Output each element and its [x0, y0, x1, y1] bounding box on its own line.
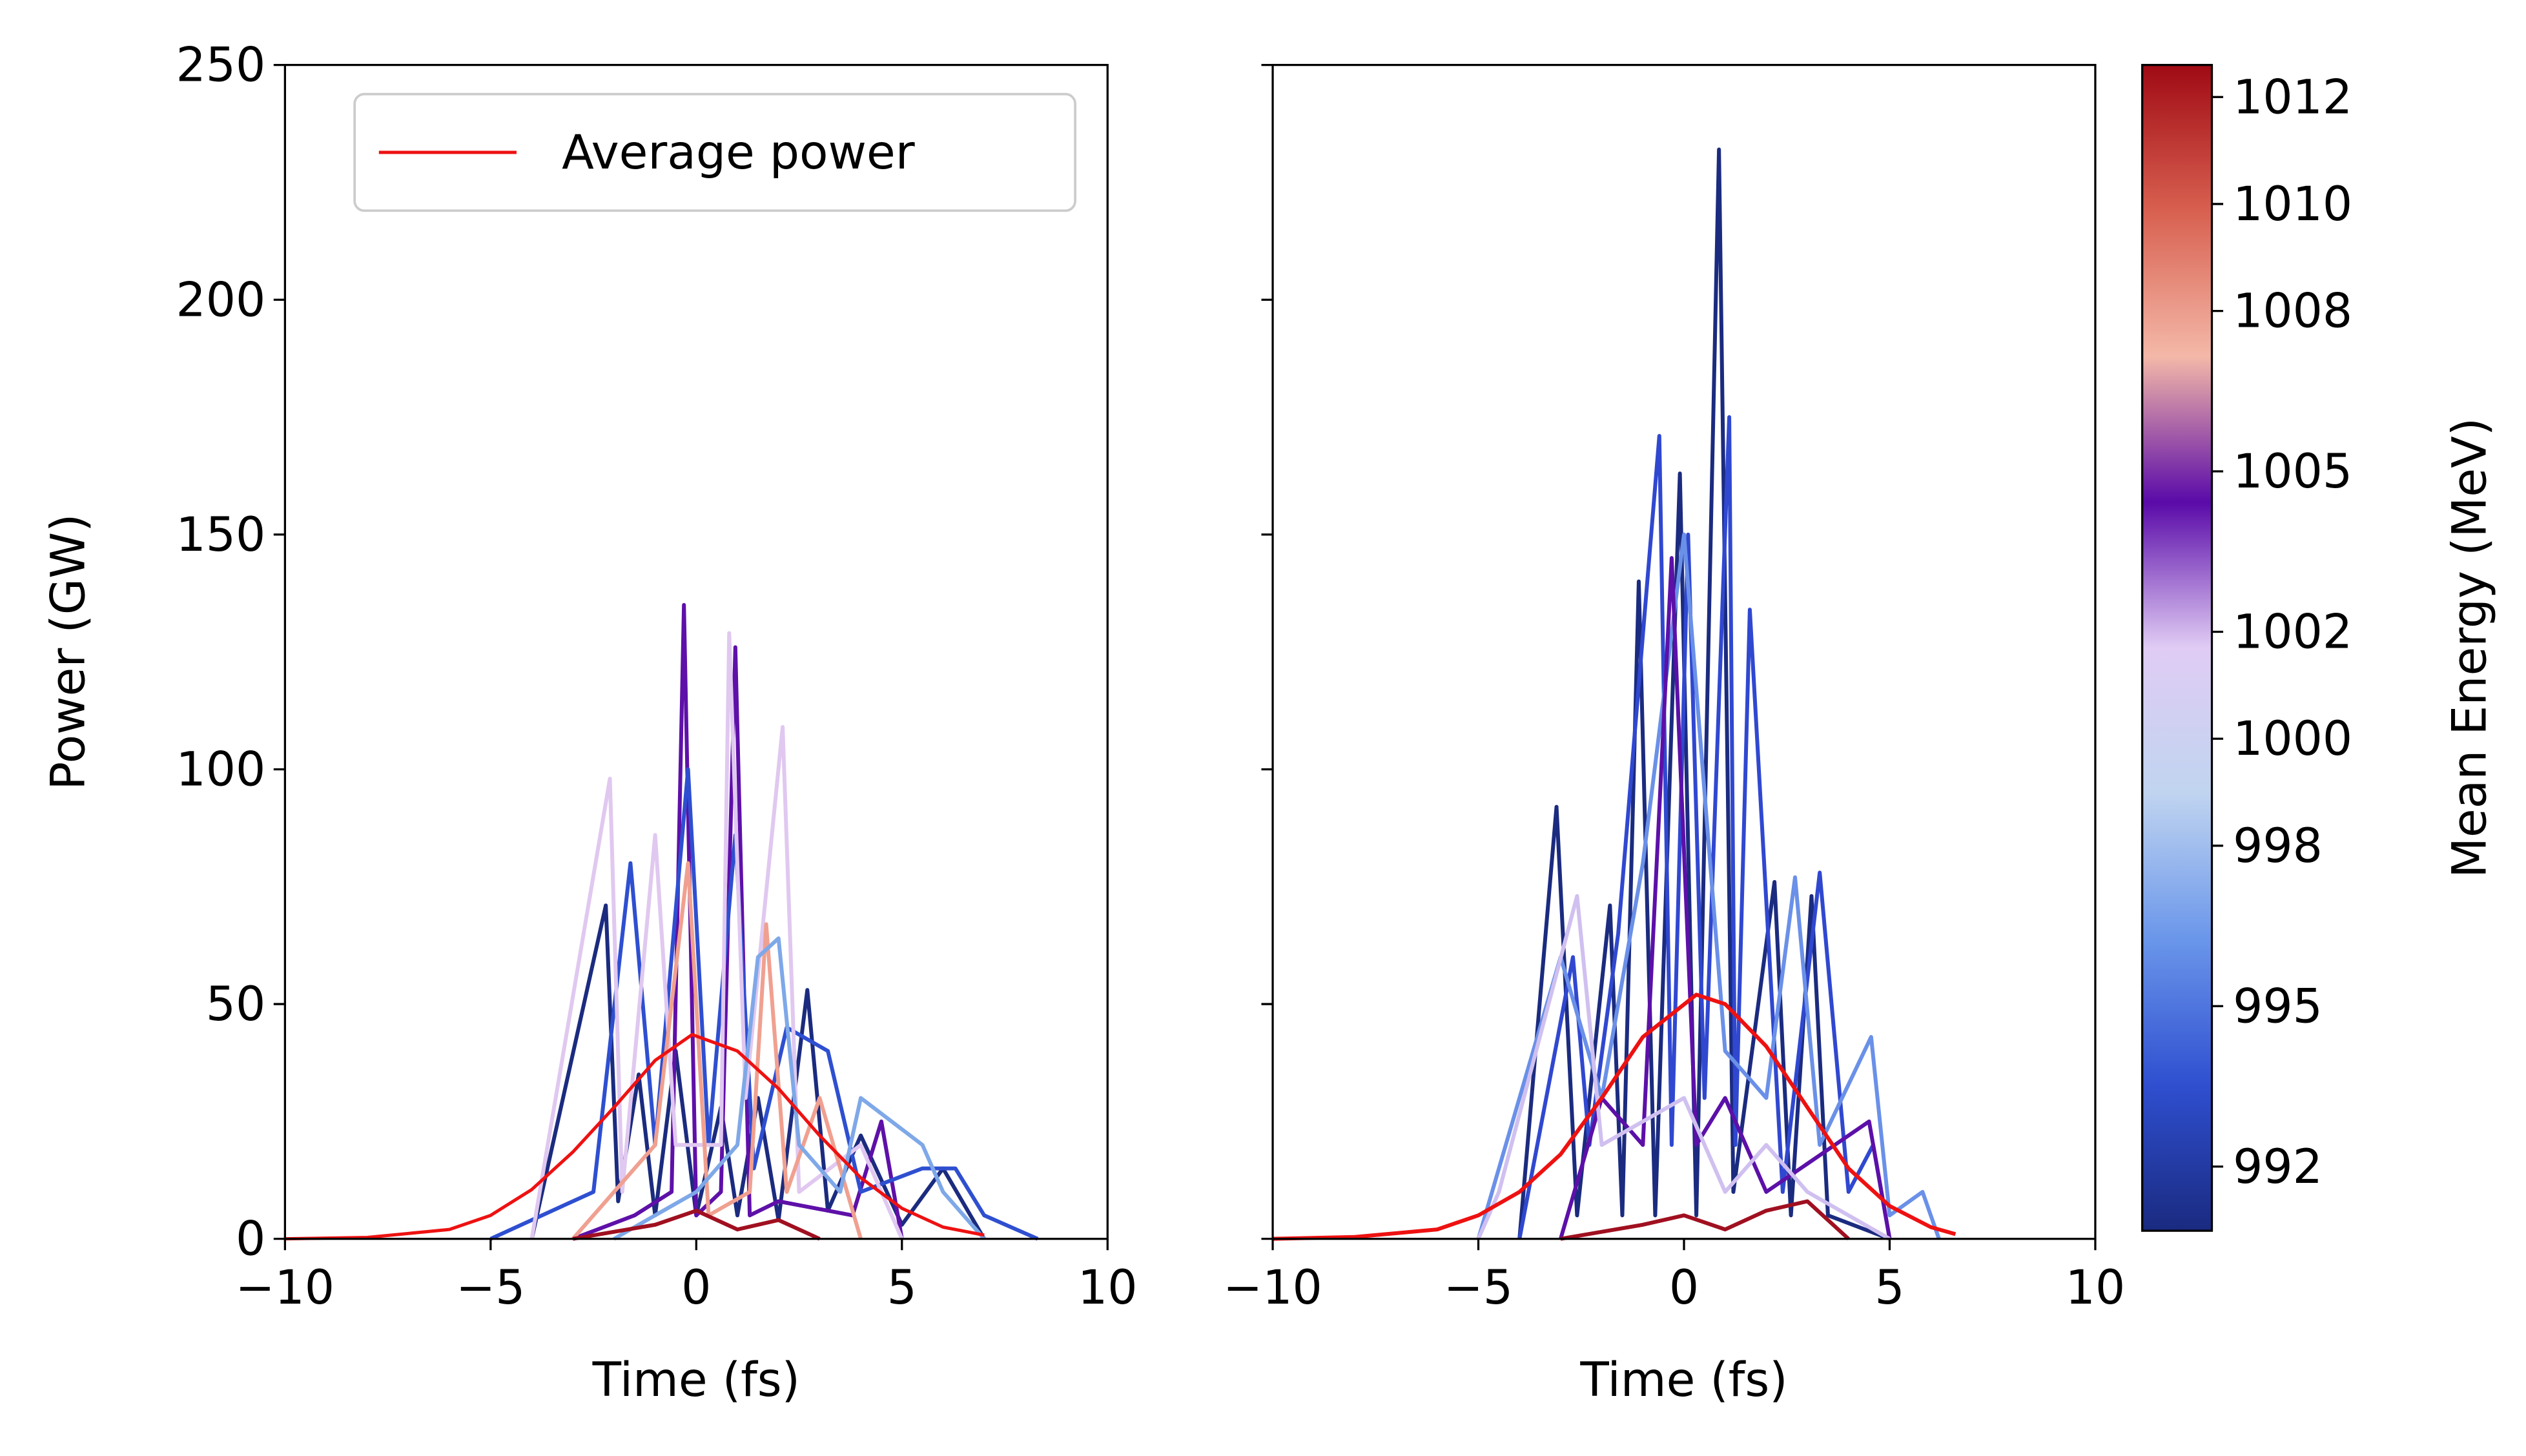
x-tick-label: 5 — [887, 1260, 917, 1315]
x-tick-label: −5 — [456, 1260, 525, 1315]
series-line — [529, 903, 986, 1240]
x-tick-label: 0 — [681, 1260, 711, 1315]
colorbar-tick-label: 992 — [2233, 1140, 2323, 1195]
y-tick-label: 50 — [206, 977, 266, 1032]
colorbar-label: Mean Energy (MeV) — [2442, 418, 2497, 878]
series-line — [1476, 894, 1891, 1241]
legend-frame — [353, 92, 1076, 212]
series-line — [1272, 992, 1956, 1241]
y-tick-label: 0 — [236, 1212, 265, 1267]
x-tick-label: 0 — [1669, 1260, 1699, 1315]
series-line — [1517, 415, 1892, 1240]
x-tick-label: 10 — [2066, 1260, 2126, 1315]
plot-frame — [283, 63, 1109, 1240]
legend: Average power — [353, 92, 1076, 212]
y-axis-label: Power (GW) — [41, 514, 96, 790]
x-axis-label: Time (fs) — [1579, 1353, 1787, 1408]
colorbar-tick-label: 998 — [2233, 819, 2323, 874]
colorbar-tick-label: 995 — [2233, 979, 2323, 1034]
colorbar-tick-label: 1002 — [2233, 605, 2352, 660]
series-line — [529, 631, 904, 1240]
colorbar-tick-label: 1010 — [2233, 177, 2352, 232]
y-tick-label: 250 — [176, 38, 265, 93]
colorbar-gradient — [2141, 63, 2213, 1232]
line-chart: −10 −5 0 5 10 Time (fs) — [1223, 63, 2126, 1408]
x-tick-label: −10 — [1223, 1260, 1322, 1315]
series-line — [572, 1209, 821, 1241]
series-line — [285, 1032, 985, 1241]
x-axis-label: Time (fs) — [592, 1353, 800, 1408]
y-tick-label: 150 — [176, 508, 265, 562]
colorbar: 992 995 998 1000 1002 1005 1008 1010 1012 Mean En… — [2141, 63, 2497, 1232]
x-tick-label: −10 — [236, 1260, 334, 1315]
colorbar-tick-label: 1005 — [2233, 444, 2352, 499]
colorbar-tick-label: 1008 — [2233, 284, 2352, 339]
x-tick-label: 10 — [1078, 1260, 1138, 1315]
y-tick-label: 100 — [176, 743, 265, 797]
colorbar-tick-label: 1012 — [2233, 70, 2352, 125]
x-tick-label: 5 — [1874, 1260, 1904, 1315]
series-line — [489, 767, 1039, 1241]
y-tick-label: 200 — [176, 272, 265, 327]
legend-label: Average power — [562, 125, 915, 180]
x-tick-label: −5 — [1444, 1260, 1513, 1315]
series-line — [1560, 1199, 1850, 1241]
colorbar-tick-label: 1000 — [2233, 712, 2352, 766]
series-line — [613, 936, 986, 1241]
